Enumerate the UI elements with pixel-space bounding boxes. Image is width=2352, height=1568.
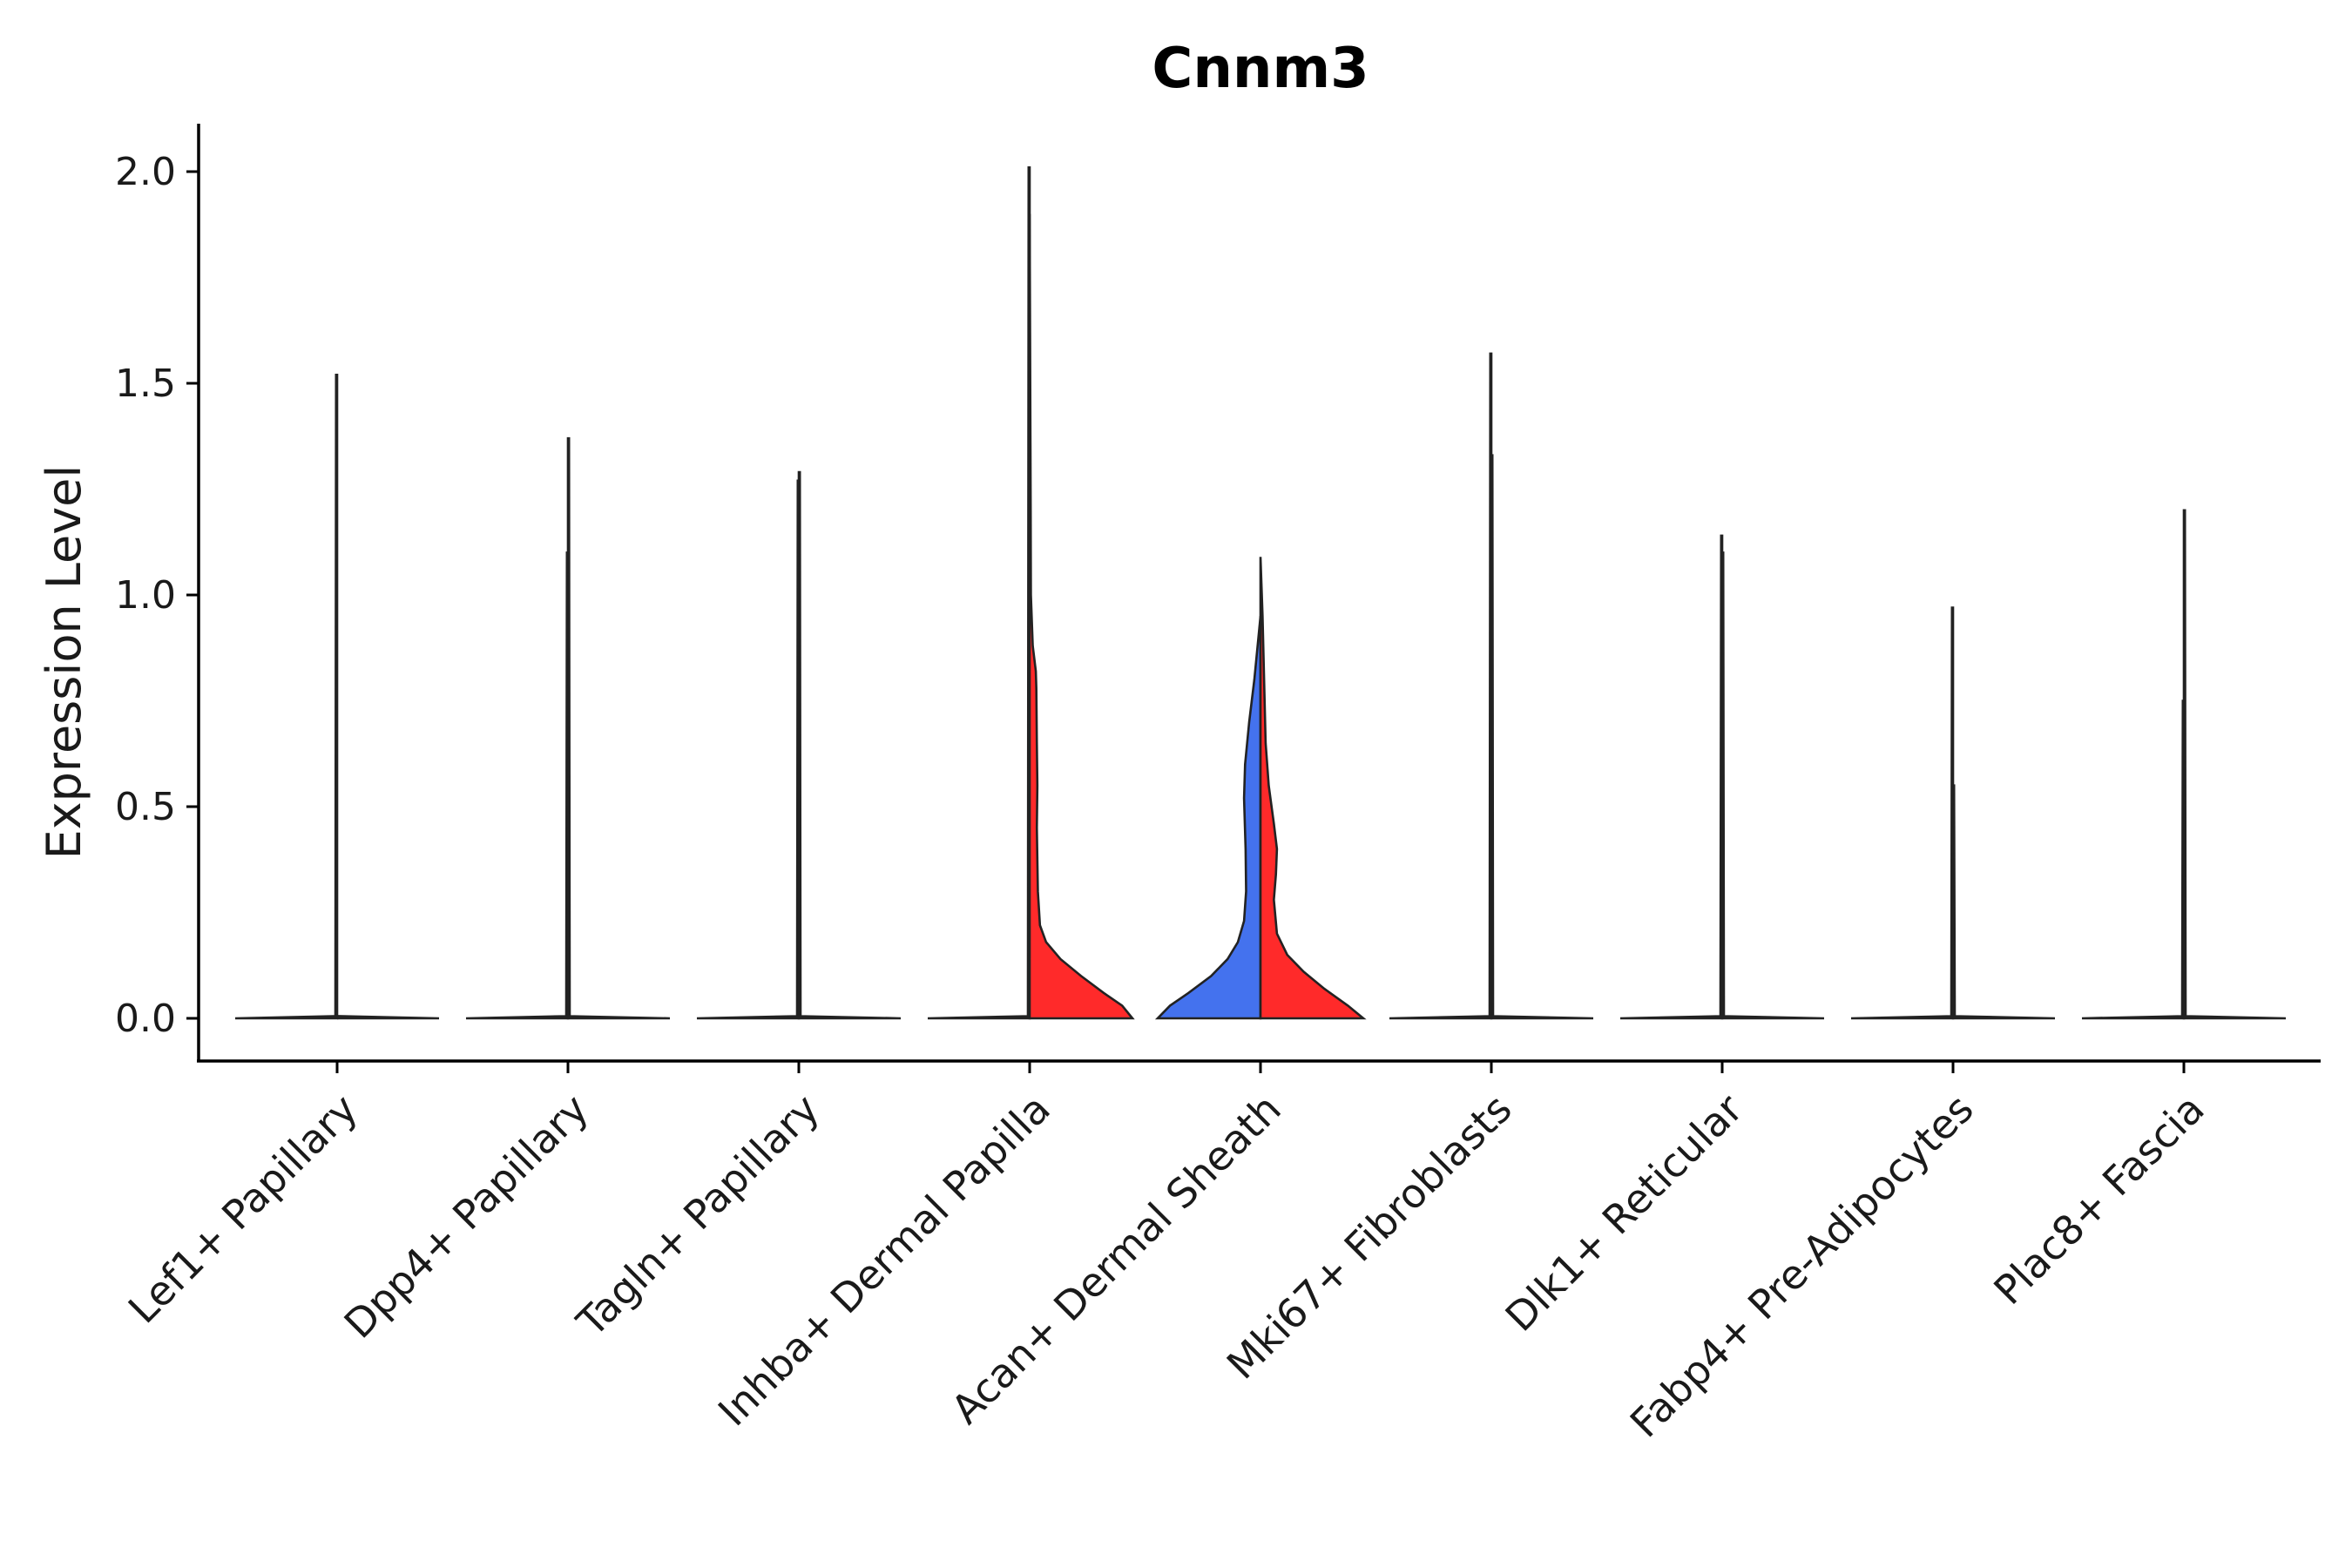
y-ticks: 0.0 0.5 1.0 1.5 2.0 (115, 150, 199, 1041)
y-axis-label: Expression Level (37, 465, 91, 860)
violins-layer (234, 166, 2287, 1020)
violin-left (1619, 534, 1724, 1020)
x-tick-label: Dlk1+ Reticular (1497, 1085, 1752, 1341)
y-tick-label: 1.0 (115, 573, 176, 618)
violin-right (1028, 213, 1135, 1020)
y-tick-label: 0.5 (115, 785, 176, 829)
y-tick-label: 2.0 (115, 150, 176, 194)
violin-left (696, 479, 801, 1020)
y-tick-label: 0.0 (115, 997, 176, 1041)
violin-right (336, 1015, 440, 1020)
violin-left (927, 166, 1031, 1020)
violin-left (234, 373, 339, 1020)
violin-left (1850, 606, 1955, 1020)
chart-title: Cnnm3 (1152, 37, 1369, 101)
x-tick-label: Dpp4+ Papillary (335, 1085, 598, 1348)
violin-right (797, 470, 902, 1020)
y-tick-label: 1.5 (115, 362, 176, 406)
violin-left (2081, 700, 2186, 1020)
violin-right (1951, 784, 2056, 1020)
violin-left (1389, 352, 1493, 1020)
x-tick-label: Tagln+ Papillary (567, 1085, 828, 1347)
violin-right (1720, 551, 1825, 1020)
violin-right (1259, 557, 1367, 1020)
violin-left (465, 551, 570, 1020)
violin-right (566, 436, 671, 1020)
violin-left (1154, 616, 1262, 1020)
violin-right (1490, 454, 1594, 1020)
violin-right (2182, 509, 2287, 1020)
x-tick-label: Plac8+ Fascia (1984, 1085, 2213, 1314)
x-tick-label: Lef1+ Papillary (119, 1085, 367, 1333)
